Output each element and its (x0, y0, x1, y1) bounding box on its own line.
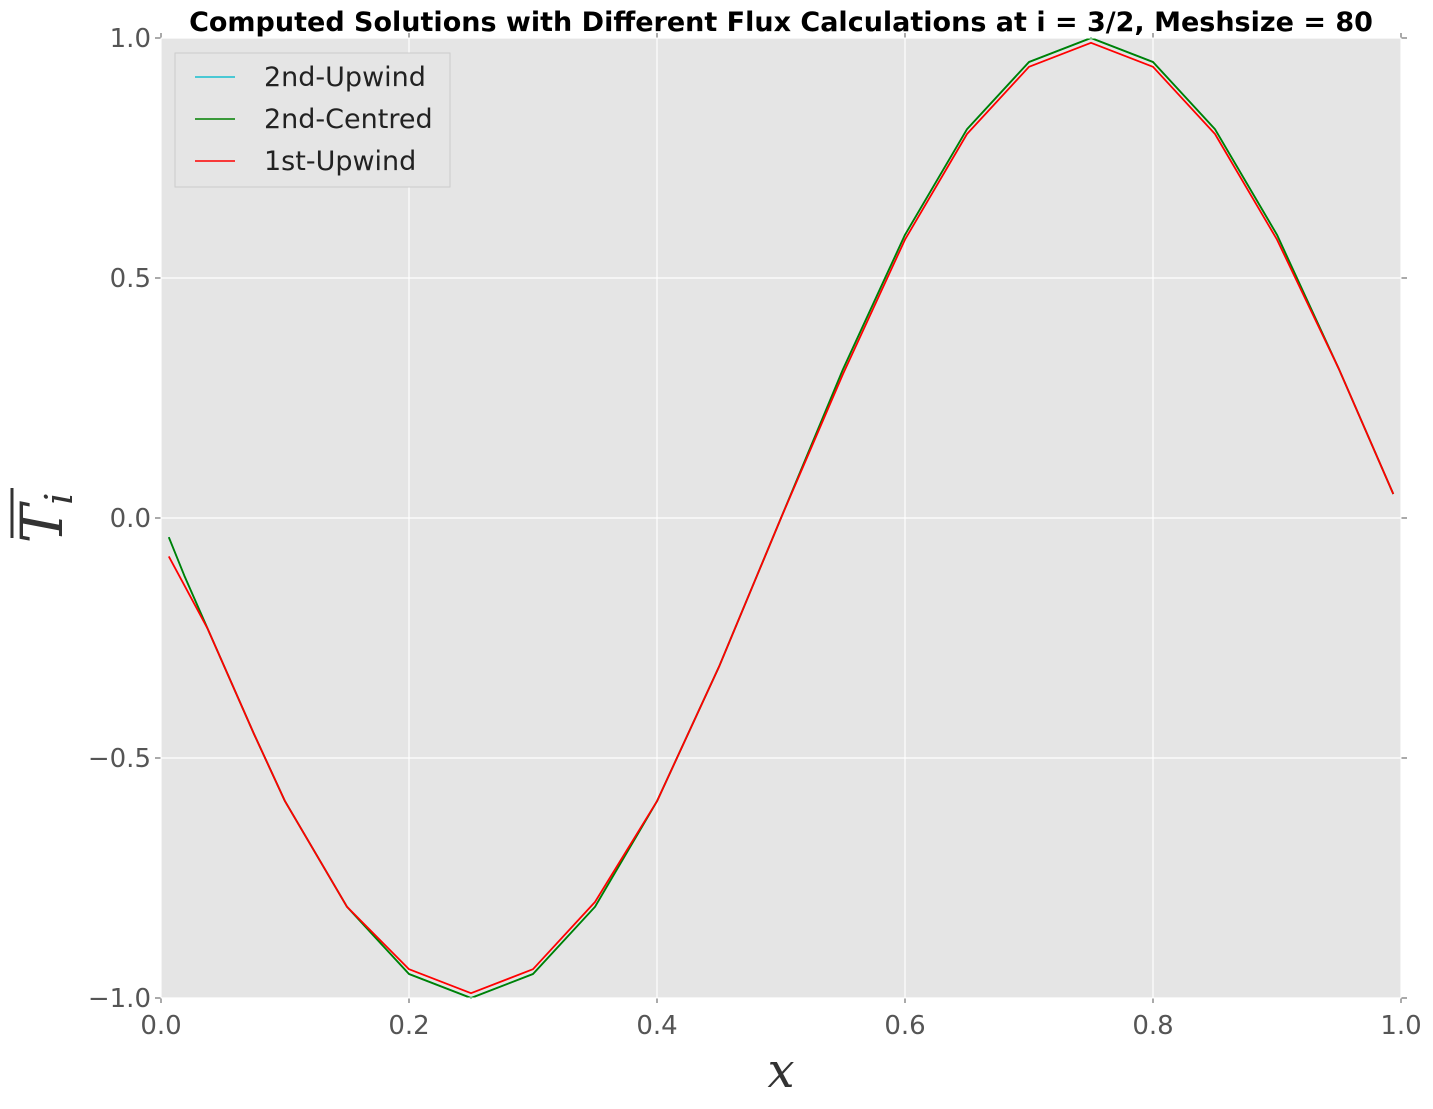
x-axis-label: x (767, 1043, 794, 1099)
x-tick-label: 0.0 (140, 1011, 181, 1041)
legend: 2nd-Upwind 2nd-Centred 1st-Upwind (174, 52, 451, 188)
x-tick-label: 0.2 (388, 1011, 429, 1041)
plot-frame (160, 37, 1402, 999)
x-tick-label: 0.6 (884, 1011, 925, 1041)
legend-box (174, 52, 451, 188)
y-tick-labels: −1.0 −0.5 0.0 0.5 1.0 (88, 24, 151, 1014)
y-tick-label: 1.0 (110, 24, 151, 54)
svg-text:Ti: Ti (8, 493, 81, 544)
chart-title: Computed Solutions with Different Flux C… (189, 7, 1373, 38)
y-axis-label: Ti (8, 488, 81, 543)
x-tick-label: 0.4 (636, 1011, 677, 1041)
y-tick-label: 0.0 (110, 504, 151, 534)
axis-ticks (155, 33, 1407, 1003)
y-tick-label: −0.5 (88, 744, 151, 774)
x-tick-labels: 0.0 0.2 0.4 0.6 0.8 1.0 (140, 1011, 1421, 1041)
y-tick-label: 0.5 (110, 264, 151, 294)
y-axis-label-main: T (8, 500, 76, 543)
legend-label-1st-upwind: 1st-Upwind (264, 146, 416, 177)
series-line-1st-upwind (168, 41, 1395, 995)
series-lines (167, 37, 1395, 999)
legend-label-2nd-centred: 2nd-Centred (264, 104, 433, 135)
y-axis-label-subscript: i (37, 493, 81, 505)
legend-label-2nd-upwind: 2nd-Upwind (264, 62, 426, 93)
x-tick-label: 0.8 (1132, 1011, 1173, 1041)
x-tick-label: 1.0 (1380, 1011, 1421, 1041)
y-tick-label: −1.0 (88, 984, 151, 1014)
